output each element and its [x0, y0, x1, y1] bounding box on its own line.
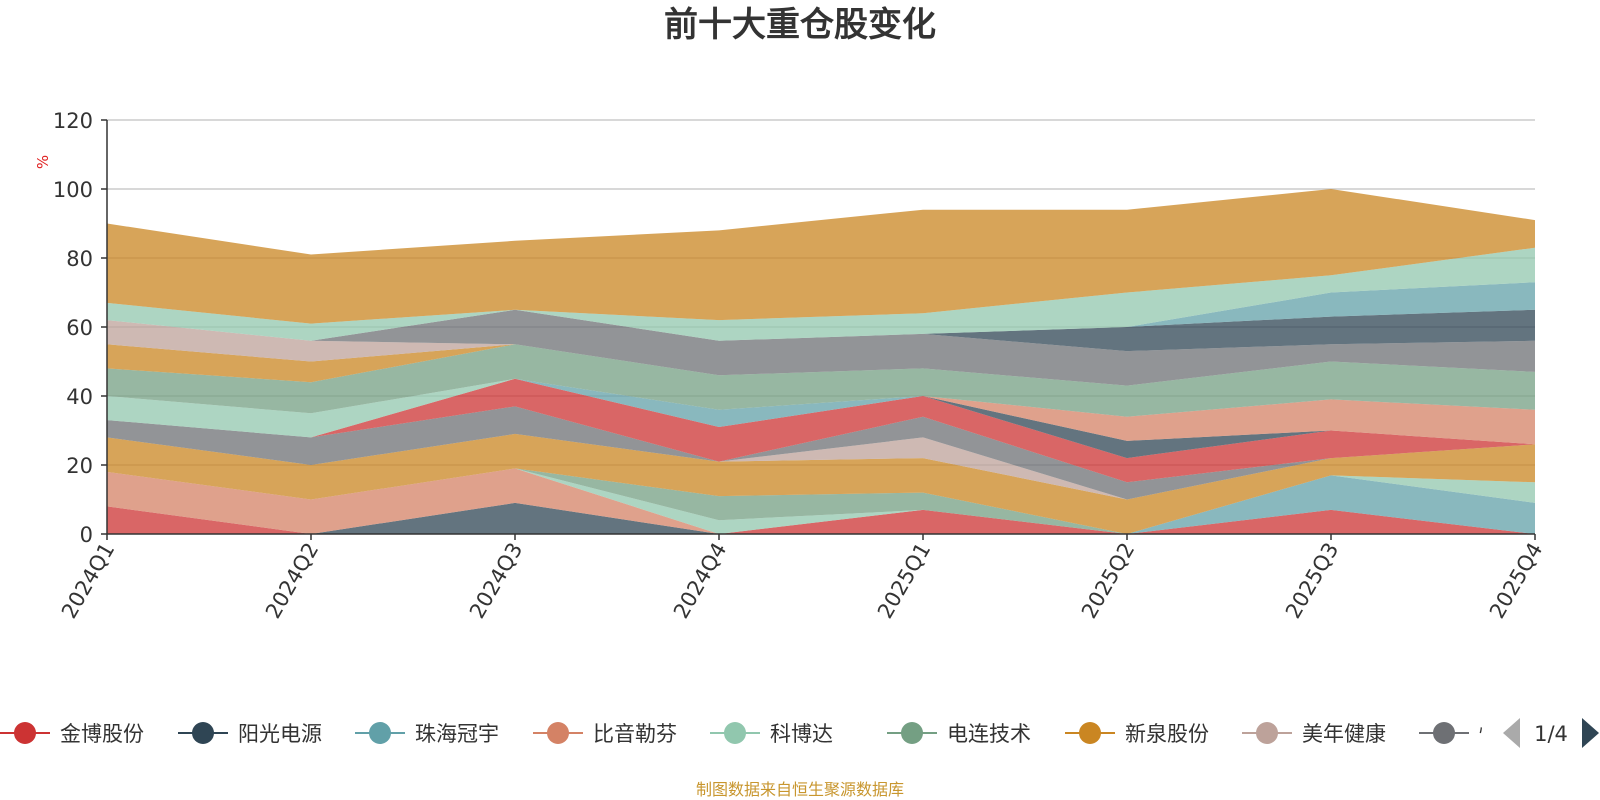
area-series-23: [107, 189, 1535, 324]
chart-title: 前十大重仓股变化: [664, 5, 936, 45]
x-tick-label: 2025Q3: [1281, 539, 1343, 623]
area-series-17: [107, 320, 1535, 386]
legend-item[interactable]: 珠海冠宇: [355, 722, 499, 746]
x-tick-label: 2024Q3: [465, 539, 527, 623]
x-tick-label: 2024Q2: [261, 539, 323, 623]
legend-item[interactable]: 科博达: [710, 722, 833, 746]
legend-item[interactable]: 阳光电源: [178, 722, 322, 746]
area-series-7: [107, 433, 1535, 534]
area-series-9: [107, 406, 1535, 500]
legend-page-label: 1/4: [1534, 722, 1568, 746]
area-series-4: [107, 468, 1535, 534]
area-series-3: [107, 475, 1535, 534]
legend-label: 恒铭达: [1479, 722, 1542, 746]
y-tick-label: 100: [53, 178, 93, 202]
x-tick-label: 2025Q4: [1485, 539, 1547, 623]
legend-label: 阳光电源: [238, 722, 322, 746]
triangle-right-icon[interactable]: [1582, 718, 1599, 748]
legend-item[interactable]: 恒铭达: [1419, 722, 1542, 746]
x-tick-label: 2025Q1: [873, 539, 935, 623]
legend-item[interactable]: 新泉股份: [1065, 722, 1209, 746]
legend-pager[interactable]: 1/4: [1503, 718, 1599, 748]
legend-label: 金博股份: [60, 722, 144, 746]
legend-label: 美年健康: [1302, 722, 1386, 746]
legend[interactable]: 金博股份 阳光电源 珠海冠宇 比音勒芬 科博达 电连技术 新泉股份 美年健康 恒铭达: [0, 722, 1542, 746]
legend-marker: [1256, 722, 1278, 744]
legend-marker: [369, 722, 391, 744]
area-series-13: [107, 378, 1535, 445]
area-series-18: [107, 309, 1535, 386]
x-tick-label: 2024Q4: [669, 539, 731, 623]
legend-item[interactable]: 比音勒芬: [533, 722, 677, 746]
area-series-19: [107, 309, 1535, 352]
area-series-5: [107, 468, 1535, 534]
legend-label: 珠海冠宇: [415, 722, 499, 746]
area-series-14: [107, 378, 1535, 438]
legend-marker: [1079, 722, 1101, 744]
x-tick-label: 2025Q2: [1077, 539, 1139, 623]
legend-marker: [901, 722, 923, 744]
legend-item[interactable]: 美年健康: [1242, 722, 1386, 746]
area-series: [107, 189, 1535, 534]
area-series-6: [107, 468, 1535, 534]
legend-item[interactable]: 电连技术: [887, 722, 1031, 746]
area-series-16: [107, 344, 1535, 386]
y-tick-label: 120: [53, 109, 93, 133]
legend-marker: [192, 722, 214, 744]
y-tick-label: 0: [80, 523, 93, 547]
legend-label: 新泉股份: [1125, 722, 1209, 746]
y-tick-label: 40: [66, 385, 93, 409]
legend-marker: [1433, 722, 1455, 744]
legend-label: 电连技术: [947, 722, 1031, 746]
x-tick-label: 2024Q1: [57, 539, 119, 623]
area-series-21: [107, 282, 1535, 341]
y-axis-unit-label: %: [34, 155, 52, 169]
area-series-15: [107, 344, 1535, 417]
legend-marker: [724, 722, 746, 744]
y-tick-label: 20: [66, 454, 93, 478]
area-series-10: [107, 378, 1535, 483]
y-tick-label: 60: [66, 316, 93, 340]
area-series-1: [107, 506, 1535, 534]
triangle-left-icon[interactable]: [1503, 718, 1520, 748]
area-series-2: [107, 502, 1535, 534]
area-series-22: [107, 247, 1535, 341]
legend-label: 比音勒芬: [593, 722, 677, 746]
legend-item[interactable]: 金博股份: [0, 722, 144, 746]
legend-marker: [14, 722, 36, 744]
data-source-note: 制图数据来自恒生聚源数据库: [696, 780, 904, 799]
y-tick-label: 80: [66, 247, 93, 271]
legend-marker: [547, 722, 569, 744]
legend-label: 科博达: [770, 722, 833, 746]
